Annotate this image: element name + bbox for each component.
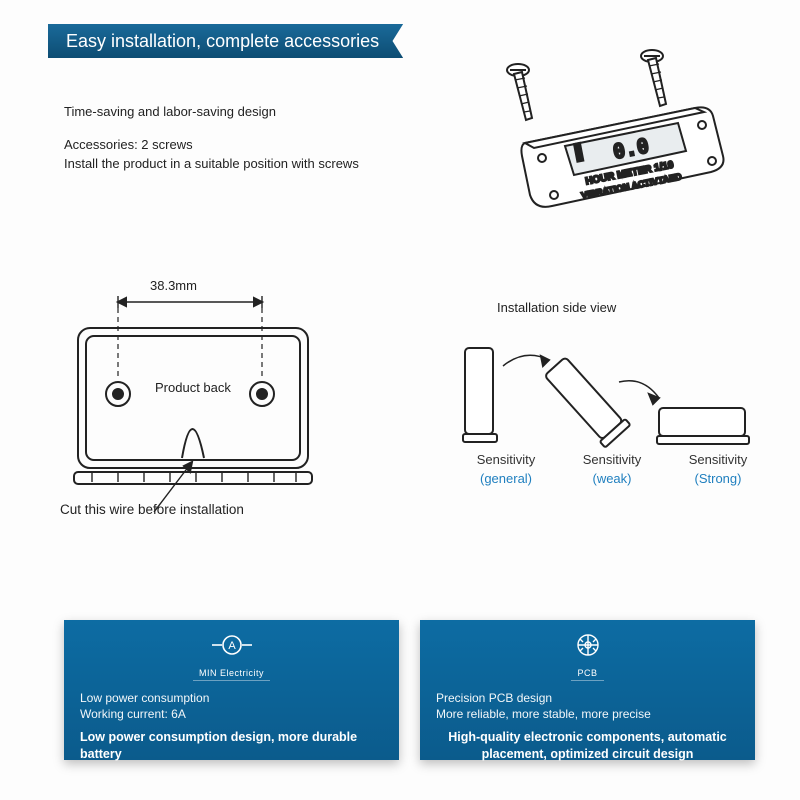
card-bold: Low power consumption design, more durab…	[80, 729, 383, 763]
device-isometric-illustration: 0.0 HOUR METER 1/10 VIBRATION ACTIVTAED	[480, 48, 760, 213]
intro-block: Time-saving and labor-saving design Acce…	[64, 104, 359, 175]
sensitivity-label: Sensitivity	[559, 452, 665, 467]
card-line-1: Low power consumption	[80, 691, 383, 705]
sensitivity-value: (weak)	[559, 471, 665, 486]
sensitivity-row: Sensitivity (general) Sensitivity (weak)…	[453, 452, 773, 486]
sensitivity-value: (Strong)	[665, 471, 771, 486]
intro-line-3: Install the product in a suitable positi…	[64, 156, 359, 171]
sensitivity-label: Sensitivity	[453, 452, 559, 467]
screw-icon	[641, 50, 666, 106]
sensitivity-col: Sensitivity (weak)	[559, 452, 665, 486]
sensitivity-label: Sensitivity	[665, 452, 771, 467]
feature-card-electricity: A MIN Electricity Low power consumption …	[64, 620, 399, 760]
card-line-2: More reliable, more stable, more precise	[436, 707, 739, 721]
pcb-icon	[571, 632, 605, 658]
screw-icon	[507, 64, 532, 120]
section-banner: Easy installation, complete accessories	[48, 24, 403, 58]
card-line-1: Precision PCB design	[436, 691, 739, 705]
feature-card-pcb: PCB Precision PCB design More reliable, …	[420, 620, 755, 760]
card-line-2: Working current: 6A	[80, 707, 383, 721]
side-view-title: Installation side view	[497, 300, 616, 315]
product-back-diagram	[64, 290, 354, 520]
cut-wire-note: Cut this wire before installation	[60, 502, 244, 517]
sensitivity-value: (general)	[453, 471, 559, 486]
banner-title: Easy installation, complete accessories	[66, 31, 379, 51]
intro-line-1: Time-saving and labor-saving design	[64, 104, 359, 119]
product-back-label: Product back	[155, 380, 231, 395]
icon-caption: PCB	[571, 668, 603, 681]
sensitivity-col: Sensitivity (general)	[453, 452, 559, 486]
card-bold: High-quality electronic components, auto…	[436, 729, 739, 763]
intro-line-2: Accessories: 2 screws	[64, 137, 359, 152]
svg-text:A: A	[228, 640, 236, 652]
sensitivity-col: Sensitivity (Strong)	[665, 452, 771, 486]
icon-caption: MIN Electricity	[193, 668, 270, 681]
ammeter-icon: A	[212, 632, 252, 658]
